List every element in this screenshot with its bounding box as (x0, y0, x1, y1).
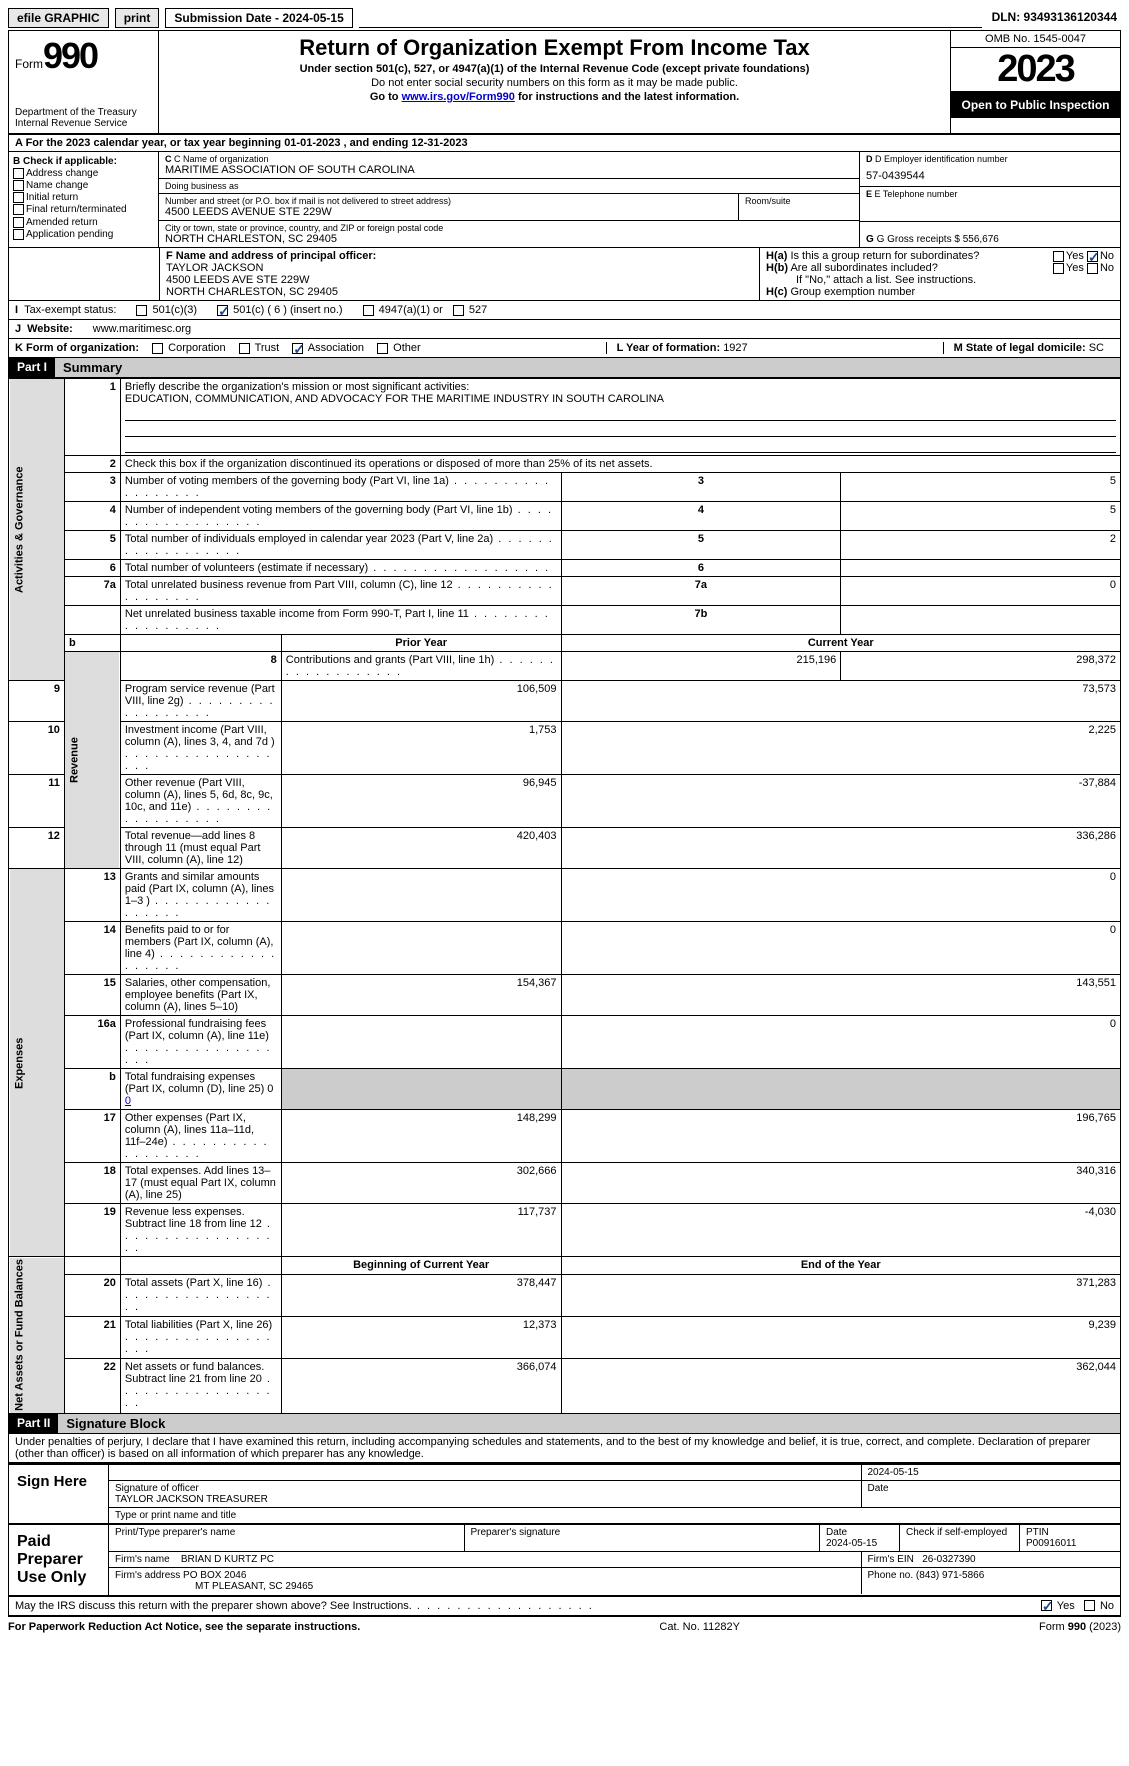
year-formation: 1927 (723, 342, 747, 354)
firm-phone: (843) 971-5866 (916, 1570, 984, 1581)
main-block: B Check if applicable: Address change Na… (8, 152, 1121, 248)
paid-preparer-label: Paid Preparer Use Only (9, 1525, 109, 1595)
officer-signature: TAYLOR JACKSON TREASURER (115, 1494, 855, 1505)
chk-ha-no[interactable] (1087, 251, 1098, 262)
ein-value: 57-0439544 (866, 170, 1114, 182)
chk-other[interactable] (377, 343, 388, 354)
website-url: www.maritimesc.org (93, 323, 191, 335)
firm-name: BRIAN D KURTZ PC (181, 1554, 274, 1565)
chk-pending[interactable] (13, 229, 24, 240)
footer-cat: Cat. No. 11282Y (659, 1621, 740, 1633)
goto-note: Go to www.irs.gov/Form990 for instructio… (167, 91, 942, 103)
form-header: Form990 Department of the Treasury Inter… (8, 30, 1121, 135)
cell-gross: G G Gross receipts $ 556,676 (860, 222, 1120, 247)
form-word: Form (15, 57, 43, 71)
col-right-deg: D D Employer identification number 57-04… (860, 152, 1120, 247)
footer-right: Form 990 (2023) (1039, 1621, 1121, 1633)
sign-here-block: Sign Here 2024-05-15 Signature of office… (8, 1463, 1121, 1525)
row-i-tax-status: ITax-exempt status: 501(c)(3) 501(c) ( 6… (8, 301, 1121, 320)
cell-dba: Doing business as (159, 179, 859, 194)
open-inspection: Open to Public Inspection (951, 92, 1120, 118)
firm-ein: 26-0327390 (922, 1554, 975, 1565)
firm-addr2: MT PLEASANT, SC 29465 (195, 1581, 313, 1592)
cell-street: Number and street (or P.O. box if mail i… (159, 194, 739, 221)
chk-corp[interactable] (152, 343, 163, 354)
hb-note: If "No," attach a list. See instructions… (766, 274, 1114, 286)
print-button[interactable]: print (115, 8, 160, 28)
page-footer: For Paperwork Reduction Act Notice, see … (8, 1616, 1121, 1637)
topbar: efile GRAPHIC print Submission Date - 20… (8, 8, 1121, 28)
vtab-netassets: Net Assets or Fund Balances (9, 1257, 65, 1414)
gross-receipts: 556,676 (963, 234, 999, 245)
col-main: C C Name of organization MARITIME ASSOCI… (159, 152, 1120, 247)
mission-text: EDUCATION, COMMUNICATION, AND ADVOCACY F… (125, 393, 664, 405)
footer-left: For Paperwork Reduction Act Notice, see … (8, 1621, 360, 1633)
chk-501c3[interactable] (136, 305, 147, 316)
cell-phone: E E Telephone number (860, 187, 1120, 222)
org-name: MARITIME ASSOCIATION OF SOUTH CAROLINA (165, 164, 853, 176)
discuss-row: May the IRS discuss this return with the… (8, 1597, 1121, 1616)
chk-discuss-yes[interactable] (1041, 1600, 1052, 1611)
vtab-governance: Activities & Governance (9, 379, 65, 681)
chk-501c[interactable] (217, 305, 228, 316)
penalties-text: Under penalties of perjury, I declare th… (8, 1434, 1121, 1463)
prep-date: 2024-05-15 (826, 1538, 877, 1549)
form-subtitle: Under section 501(c), 527, or 4947(a)(1)… (167, 63, 942, 75)
chk-4947[interactable] (363, 305, 374, 316)
summary-table: Activities & Governance 1 Briefly descri… (8, 378, 1121, 1414)
irs-link[interactable]: www.irs.gov/Form990 (402, 91, 515, 103)
row-j-website: JWebsite: www.maritimesc.org (8, 320, 1121, 339)
ssn-note: Do not enter social security numbers on … (167, 77, 942, 89)
cell-city: City or town, state or province, country… (159, 221, 859, 247)
part1-header: Part I Summary (8, 358, 1121, 378)
sign-date: 2024-05-15 (862, 1465, 1121, 1480)
chk-ha-yes[interactable] (1053, 251, 1064, 262)
efile-graphic-label: efile GRAPHIC (8, 8, 109, 28)
chk-address-change[interactable] (13, 168, 24, 179)
form-number: 990 (43, 35, 97, 76)
chk-initial-return[interactable] (13, 192, 24, 203)
submission-date: Submission Date - 2024-05-15 (165, 8, 352, 28)
irs-label: Internal Revenue Service (15, 118, 152, 129)
ptin-value: P00916011 (1026, 1538, 1076, 1549)
chk-hb-yes[interactable] (1053, 263, 1064, 274)
sign-here-label: Sign Here (9, 1465, 109, 1523)
cell-org-name: C C Name of organization MARITIME ASSOCI… (159, 152, 859, 179)
officer-addr2: NORTH CHARLESTON, SC 29405 (166, 286, 753, 298)
vtab-expenses: Expenses (9, 869, 65, 1257)
chk-final-return[interactable] (13, 204, 24, 215)
header-left: Form990 Department of the Treasury Inter… (9, 31, 159, 133)
cell-room: Room/suite (739, 194, 859, 221)
vtab-revenue: Revenue (64, 652, 120, 869)
firm-addr1: PO BOX 2046 (183, 1570, 246, 1581)
block-h: H(a) Is this a group return for subordin… (760, 248, 1120, 300)
street-address: 4500 LEEDS AVENUE STE 229W (165, 206, 732, 218)
officer-name: TAYLOR JACKSON (166, 262, 753, 274)
col-b-checkboxes: B Check if applicable: Address change Na… (9, 152, 159, 247)
part2-header: Part II Signature Block (8, 1414, 1121, 1434)
dept-treasury: Department of the Treasury (15, 107, 152, 118)
header-right: OMB No. 1545-0047 2023 Open to Public In… (950, 31, 1120, 133)
chk-527[interactable] (453, 305, 464, 316)
row-k: K Form of organization: Corporation Trus… (8, 339, 1121, 358)
tax-year: 2023 (951, 48, 1120, 92)
dln-label: DLN: 93493136120344 (988, 8, 1121, 28)
col-b-header: B Check if applicable: (13, 156, 154, 167)
chk-discuss-no[interactable] (1084, 1600, 1095, 1611)
form-title: Return of Organization Exempt From Incom… (167, 35, 942, 61)
chk-amended[interactable] (13, 217, 24, 228)
section-a-tax-year: A For the 2023 calendar year, or tax yea… (8, 135, 1121, 152)
chk-trust[interactable] (239, 343, 250, 354)
block-f: F Name and address of principal officer:… (159, 248, 760, 300)
cell-ein: D D Employer identification number 57-04… (860, 152, 1120, 187)
state-domicile: SC (1089, 342, 1104, 354)
city-state-zip: NORTH CHARLESTON, SC 29405 (165, 233, 853, 245)
omb-number: OMB No. 1545-0047 (951, 31, 1120, 48)
header-center: Return of Organization Exempt From Incom… (159, 31, 950, 133)
block-fh: F Name and address of principal officer:… (8, 248, 1121, 301)
officer-addr1: 4500 LEEDS AVE STE 229W (166, 274, 753, 286)
chk-name-change[interactable] (13, 180, 24, 191)
paid-preparer-block: Paid Preparer Use Only Print/Type prepar… (8, 1525, 1121, 1597)
chk-assoc[interactable] (292, 343, 303, 354)
